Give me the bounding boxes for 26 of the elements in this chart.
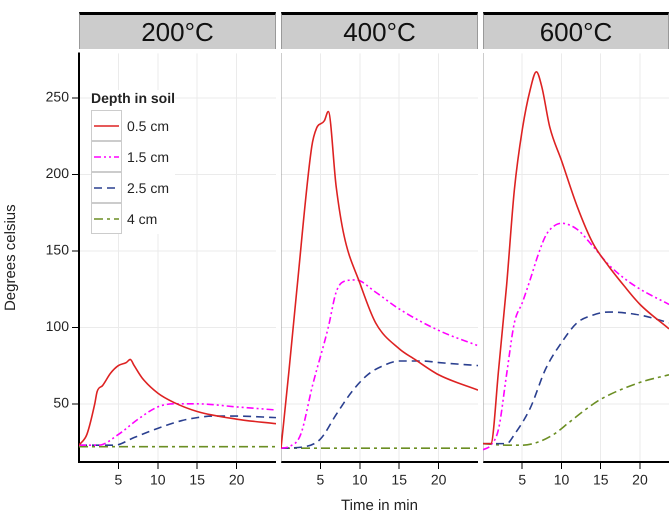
- line-series: [79, 403, 276, 446]
- legend-label: 1.5 cm: [127, 148, 170, 164]
- x-tick-label: 5: [316, 471, 324, 488]
- y-tick-label: 200: [46, 165, 70, 182]
- x-tick-label: 20: [430, 471, 447, 488]
- x-tick-label: 5: [114, 471, 122, 488]
- legend-title: Depth in soil: [91, 90, 175, 106]
- y-tick-label: 100: [46, 318, 70, 334]
- legend-label: 2.5 cm: [127, 180, 170, 196]
- x-tick-label: 20: [632, 471, 648, 488]
- x-tick-label: 10: [554, 471, 570, 488]
- legend-label: 4 cm: [127, 210, 158, 226]
- y-tick-label: 50: [53, 394, 70, 411]
- legend-label: 0.5 cm: [127, 118, 170, 134]
- y-axis-title: Degrees celsius: [2, 204, 20, 312]
- x-tick-label: 10: [150, 471, 166, 488]
- x-tick-label: 15: [592, 471, 609, 488]
- line-series: [79, 358, 276, 446]
- x-axis-title: Time in min: [341, 497, 418, 514]
- x-tick-label: 15: [189, 471, 206, 488]
- x-tick-label: 10: [352, 471, 368, 488]
- x-tick-label: 20: [228, 471, 245, 488]
- y-tick-label: 150: [46, 242, 70, 258]
- x-tick-label: 15: [391, 471, 408, 488]
- y-tick-label: 250: [46, 88, 70, 105]
- x-tick-label: 5: [518, 471, 526, 488]
